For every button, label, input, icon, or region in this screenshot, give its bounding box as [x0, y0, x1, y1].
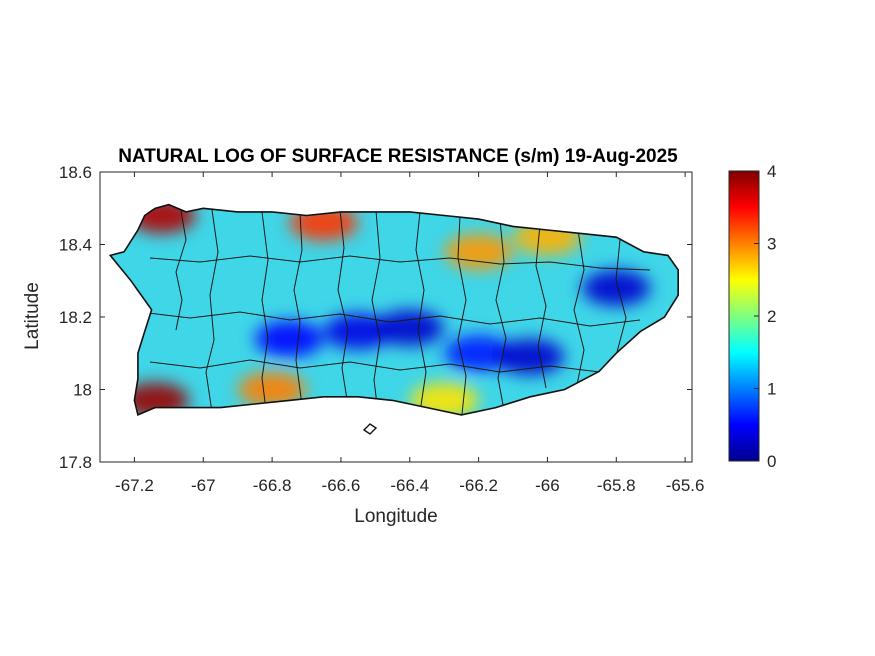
plot-area — [99, 171, 693, 463]
chart-title: NATURAL LOG OF SURFACE RESISTANCE (s/m) … — [118, 146, 678, 167]
x-tick-label: -66.6 — [322, 476, 361, 495]
field-anomaly — [582, 270, 651, 306]
x-tick-label: -66.2 — [459, 476, 498, 495]
x-tick-label: -65.8 — [597, 476, 636, 495]
municipality-border — [139, 311, 641, 327]
field-anomaly — [444, 335, 513, 372]
x-tick-label: -67 — [191, 476, 216, 495]
y-tick-label: 18 — [73, 381, 92, 400]
x-tick-label: -65.6 — [666, 476, 705, 495]
colorbar-tick-label: 4 — [767, 162, 776, 181]
municipality-border — [535, 224, 547, 389]
field-anomaly — [496, 338, 565, 375]
island-outline — [108, 203, 679, 417]
municipality-border — [205, 209, 219, 413]
colorbar: 0 1 2 3 4 — [728, 162, 776, 471]
field-anomaly — [444, 233, 513, 270]
municipality-border — [495, 219, 507, 411]
surface-resistance-field — [110, 204, 679, 415]
colorbar-ticks: 0 1 2 3 4 — [754, 162, 776, 471]
x-tick-label: -66 — [535, 476, 560, 495]
x-tick-label: -67.2 — [115, 476, 154, 495]
colorbar-gradient — [728, 170, 760, 462]
colorbar-tick-label: 3 — [767, 235, 776, 254]
x-axis: -67.2 -67 -66.8 -66.6 -66.4 -66.2 -66 -65.8 -65.… — [115, 172, 704, 495]
municipality-border — [573, 229, 585, 391]
field-anomaly — [238, 371, 307, 408]
y-axis-label: Latitude — [22, 282, 43, 350]
colorbar-tick-label: 2 — [767, 307, 776, 326]
x-tick-label: -66.4 — [390, 476, 429, 495]
municipality-border — [149, 359, 601, 373]
y-tick-label: 18.6 — [59, 163, 92, 182]
municipality-border — [615, 239, 627, 357]
municipality-border — [149, 255, 651, 271]
y-axis: 17.8 18 18.2 18.4 18.6 — [59, 163, 692, 472]
municipality-border — [415, 211, 427, 413]
colorbar-tick-label: 0 — [767, 452, 776, 471]
y-tick-label: 18.2 — [59, 308, 92, 327]
x-tick-label: -66.8 — [253, 476, 292, 495]
municipality-borders — [139, 204, 651, 415]
colorbar-tick-label: 1 — [767, 380, 776, 399]
field-anomaly — [375, 309, 444, 346]
field-anomaly — [255, 320, 324, 357]
x-axis-label: Longitude — [354, 506, 437, 527]
municipality-border — [175, 204, 187, 331]
municipality-border — [261, 211, 269, 411]
y-tick-label: 17.8 — [59, 453, 92, 472]
municipality-border — [337, 209, 349, 407]
y-tick-label: 18.4 — [59, 236, 92, 255]
field-anomaly — [324, 313, 393, 350]
vieques-islet — [362, 423, 378, 435]
